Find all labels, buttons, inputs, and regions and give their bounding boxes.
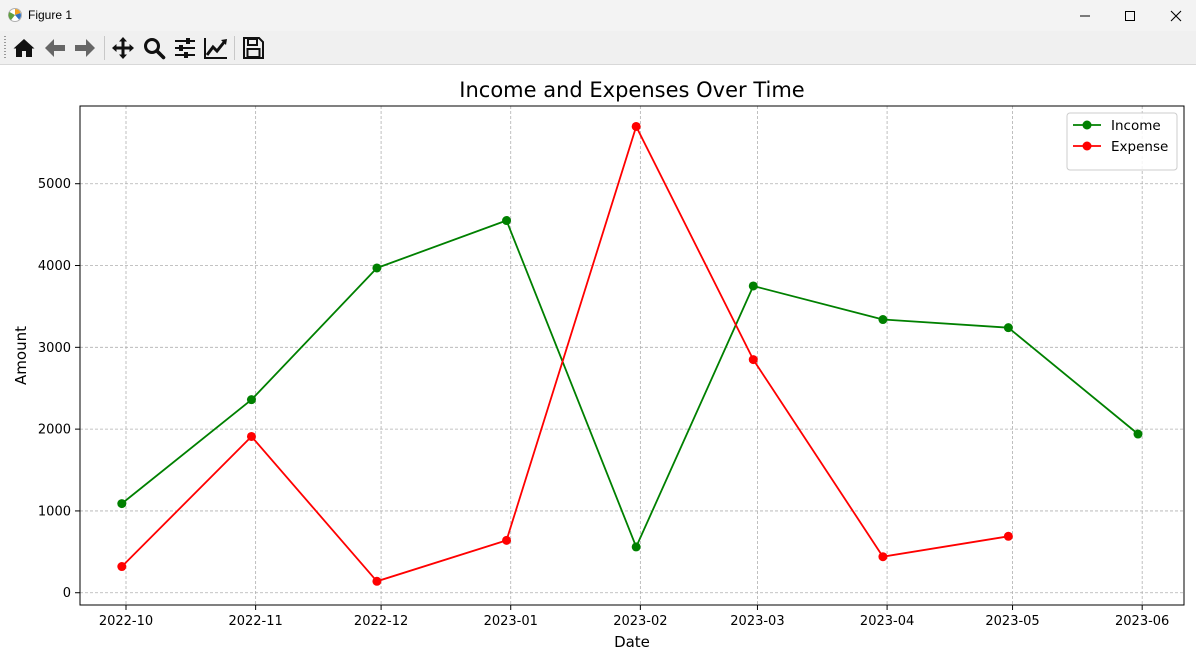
x-axis-label: Date <box>614 633 650 651</box>
data-point-expense <box>117 562 127 572</box>
y-tick-label: 4000 <box>38 259 71 274</box>
series-line-expense <box>121 125 1009 583</box>
home-icon <box>13 39 35 57</box>
edit-axis-icon <box>204 38 227 59</box>
data-point-income <box>502 216 512 226</box>
data-point-income <box>631 542 641 552</box>
toolbar-separator <box>234 36 235 60</box>
y-tick-label: 5000 <box>38 177 71 192</box>
x-tick-label: 2023-05 <box>985 614 1039 629</box>
data-point-income <box>1133 429 1143 439</box>
forward-arrow-icon <box>75 39 95 57</box>
title-bar: Figure 1 <box>0 0 1196 31</box>
axes-frame <box>79 105 1185 606</box>
zoom-icon <box>144 38 166 60</box>
window-title: Figure 1 <box>28 8 73 22</box>
back-button[interactable] <box>42 35 68 61</box>
figure-canvas: 2022-10 2022-11 2022-12 2023-01 2023-02 2023-… <box>0 65 1196 664</box>
configure-subplots-icon <box>175 38 195 58</box>
legend-marker-income <box>1082 120 1092 130</box>
legend-marker-expense <box>1082 141 1092 151</box>
data-point-expense <box>502 535 512 545</box>
minimize-button[interactable] <box>1062 0 1108 31</box>
chart-title: Income and Expenses Over Time <box>459 78 804 102</box>
pan-button[interactable] <box>110 35 136 61</box>
y-tick-label: 3000 <box>38 341 71 356</box>
data-point-expense <box>1003 531 1013 541</box>
data-point-income <box>372 263 382 273</box>
maximize-icon <box>1125 10 1135 21</box>
data-point-expense <box>748 355 758 365</box>
x-tick-label: 2022-12 <box>354 614 408 629</box>
back-arrow-icon <box>45 39 65 57</box>
y-tick-label: 0 <box>63 586 71 601</box>
x-tick-label: 2023-04 <box>860 614 914 629</box>
x-tick-label: 2023-06 <box>1115 614 1169 629</box>
close-icon <box>1170 10 1182 21</box>
app-logo-icon <box>8 8 22 22</box>
data-point-income <box>1003 323 1013 333</box>
data-point-expense <box>246 431 256 441</box>
edit-axis-button[interactable] <box>203 35 229 61</box>
save-icon <box>243 37 264 59</box>
toolbar-separator <box>104 36 105 60</box>
configure-subplots-button[interactable] <box>172 35 198 61</box>
legend-box <box>1066 112 1178 171</box>
y-tick-label: 1000 <box>38 504 71 519</box>
series-line-income <box>121 219 1139 548</box>
forward-button[interactable] <box>72 35 98 61</box>
zoom-button[interactable] <box>141 35 167 61</box>
save-button[interactable] <box>240 35 266 61</box>
minimize-icon <box>1080 15 1090 16</box>
data-point-income <box>246 395 256 405</box>
legend-label-income: Income <box>1111 118 1161 134</box>
x-tick-label: 2023-03 <box>730 614 784 629</box>
toolbar-grip <box>4 36 6 60</box>
legend-label-expense: Expense <box>1111 139 1168 155</box>
data-point-income <box>878 315 888 325</box>
maximize-button[interactable] <box>1107 0 1153 31</box>
y-axis-label: Amount <box>12 326 30 385</box>
close-button[interactable] <box>1153 0 1196 31</box>
x-tick-label: 2023-02 <box>613 614 667 629</box>
x-tick-label: 2022-11 <box>228 614 282 629</box>
x-tick-label: 2023-01 <box>484 614 538 629</box>
data-point-expense <box>631 121 641 131</box>
home-button[interactable] <box>11 35 37 61</box>
line-chart: 2022-10 2022-11 2022-12 2023-01 2023-02 2023-… <box>12 78 1185 651</box>
data-point-expense <box>372 576 382 586</box>
pan-icon <box>112 37 134 59</box>
data-point-income <box>748 281 758 291</box>
y-tick-label: 2000 <box>38 423 71 438</box>
navigation-toolbar <box>0 31 1196 65</box>
data-point-expense <box>878 552 888 562</box>
x-tick-label: 2022-10 <box>99 614 153 629</box>
data-point-income <box>117 499 127 509</box>
